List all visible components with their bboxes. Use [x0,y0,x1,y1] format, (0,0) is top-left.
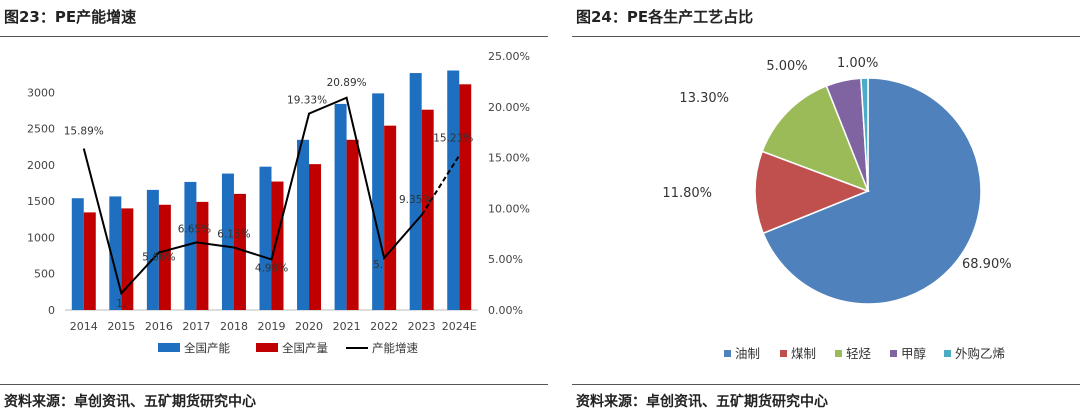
figure-24-bottom-rule [572,384,1080,385]
pie-slice-轻烃 [761,84,870,193]
legend-label: 全国产量 [282,341,328,355]
y-left-tick-label: 0 [48,304,55,317]
legend-swatch-轻烃 [835,350,842,357]
legend-swatch-外购乙烯 [944,350,951,357]
bar-output-2015 [121,208,134,310]
y-right-tick-label: 15.00% [488,152,530,165]
legend-label: 煤制 [791,346,816,361]
bar-capacity-2020 [297,139,310,310]
y-left-tick-label: 2500 [27,123,55,136]
growth-data-label: 15.21% [433,132,473,144]
legend-swatch-output [256,343,278,352]
growth-data-label: 5.66% [142,251,175,263]
growth-data-label: 1. [116,298,126,310]
growth-data-label: 6.65% [178,223,211,235]
pie-data-label: 1.00% [837,56,878,71]
bar-output-2023 [421,109,434,311]
legend-label: 油制 [735,346,760,361]
y-left-tick-label: 1500 [27,195,55,208]
legend-swatch-煤制 [780,350,787,357]
bar-output-2024E [459,84,472,310]
pie-slice-外购乙烯 [860,77,869,192]
growth-data-label: 19.33% [287,95,327,107]
pie-data-label: 5.00% [766,59,807,74]
x-tick-label: 2017 [182,320,210,333]
y-right-tick-label: 20.00% [488,101,530,114]
x-tick-label: 2014 [70,320,98,333]
growth-data-label: 5. [373,259,383,271]
figure-23-top-rule [0,36,548,37]
legend-swatch-capacity [158,343,180,352]
bar-output-2020 [309,164,322,310]
bar-capacity-2014 [71,198,84,310]
y-right-tick-label: 0.00% [488,304,523,317]
legend-label: 甲醇 [901,346,926,361]
y-left-tick-label: 1000 [27,231,55,244]
legend-label: 外购乙烯 [955,346,1005,361]
bar-output-2018 [233,193,246,310]
bar-output-2014 [83,212,96,310]
x-tick-label: 2024E [442,320,477,333]
x-tick-label: 2022 [370,320,398,333]
growth-data-label: 6.15% [217,229,250,241]
bar-capacity-2019 [259,166,272,310]
x-tick-label: 2018 [220,320,248,333]
bar-capacity-2023 [409,73,422,310]
x-tick-label: 2015 [107,320,135,333]
bar-capacity-2017 [184,181,197,310]
growth-data-label: 20.89% [327,77,367,89]
capacity-growth-chart: 0 500 1000 1500 2000 2500 3000 0.00% 5.00% 10.00%… [27,50,530,355]
x-tick-label: 2020 [295,320,323,333]
x-tick-label: 2021 [333,320,361,333]
legend-label: 轻烃 [846,346,872,361]
bar-capacity-2024E [447,70,460,310]
pie-data-label: 13.30% [679,91,729,106]
x-tick-label: 2019 [258,320,286,333]
y-left-tick-label: 2000 [27,159,55,172]
figure-23-source: 资料来源：卓创资讯、五矿期货研究中心 [4,394,256,410]
figure-23-title: 图23：PE产能增速 [4,8,137,26]
growth-data-label: 9.35% [399,194,432,206]
y-right-tick-label: 5.00% [488,253,523,266]
y-left-tick-label: 3000 [27,86,55,99]
figure-24-source: 资料来源：卓创资讯、五矿期货研究中心 [576,394,828,410]
bar-output-2022 [384,125,397,310]
growth-line-forecast [420,154,461,216]
figure-24-panel: 图24：PE各生产工艺占比 68.90% 11.80% 13.30% 5.00% 1.0… [572,0,1080,419]
bar-capacity-2021 [334,103,347,310]
legend-label: 全国产能 [184,341,230,355]
pie-data-label: 11.80% [662,186,712,201]
growth-line [82,96,423,296]
growth-data-label: 4.98% [255,262,288,274]
x-tick-label: 2016 [145,320,173,333]
bar-output-2017 [196,201,209,310]
bar-capacity-2022 [372,93,385,310]
y-right-tick-label: 10.00% [488,202,530,215]
figure-24-top-rule [572,36,1080,37]
bar-capacity-2016 [146,189,159,310]
growth-data-label: 15.89% [64,126,104,138]
pie-slice-油制 [762,77,982,305]
figure-23-panel: 图23：PE产能增速 0 500 1000 1500 2000 2500 3000 0.00%… [0,8,548,410]
y-left-tick-label: 500 [34,268,55,281]
pie-data-label: 68.90% [962,257,1012,272]
process-share-chart: 68.90% 11.80% 13.30% 5.00% 1.00% 油制 煤制 轻烃 甲醇 外购乙烯 [662,56,1012,361]
bar-capacity-2018 [221,173,234,310]
legend-swatch-油制 [724,350,731,357]
figure-23-bottom-rule [0,384,548,385]
y-right-tick-label: 25.00% [488,50,530,63]
bar-output-2021 [346,139,359,310]
pie-slice-煤制 [754,150,871,235]
x-tick-label: 2023 [408,320,436,333]
bar-output-2019 [271,181,284,310]
legend-label: 产能增速 [372,341,418,355]
legend-swatch-甲醇 [890,350,897,357]
figure-24-title: 图24：PE各生产工艺占比 [576,8,754,26]
bar-output-2016 [158,204,171,310]
